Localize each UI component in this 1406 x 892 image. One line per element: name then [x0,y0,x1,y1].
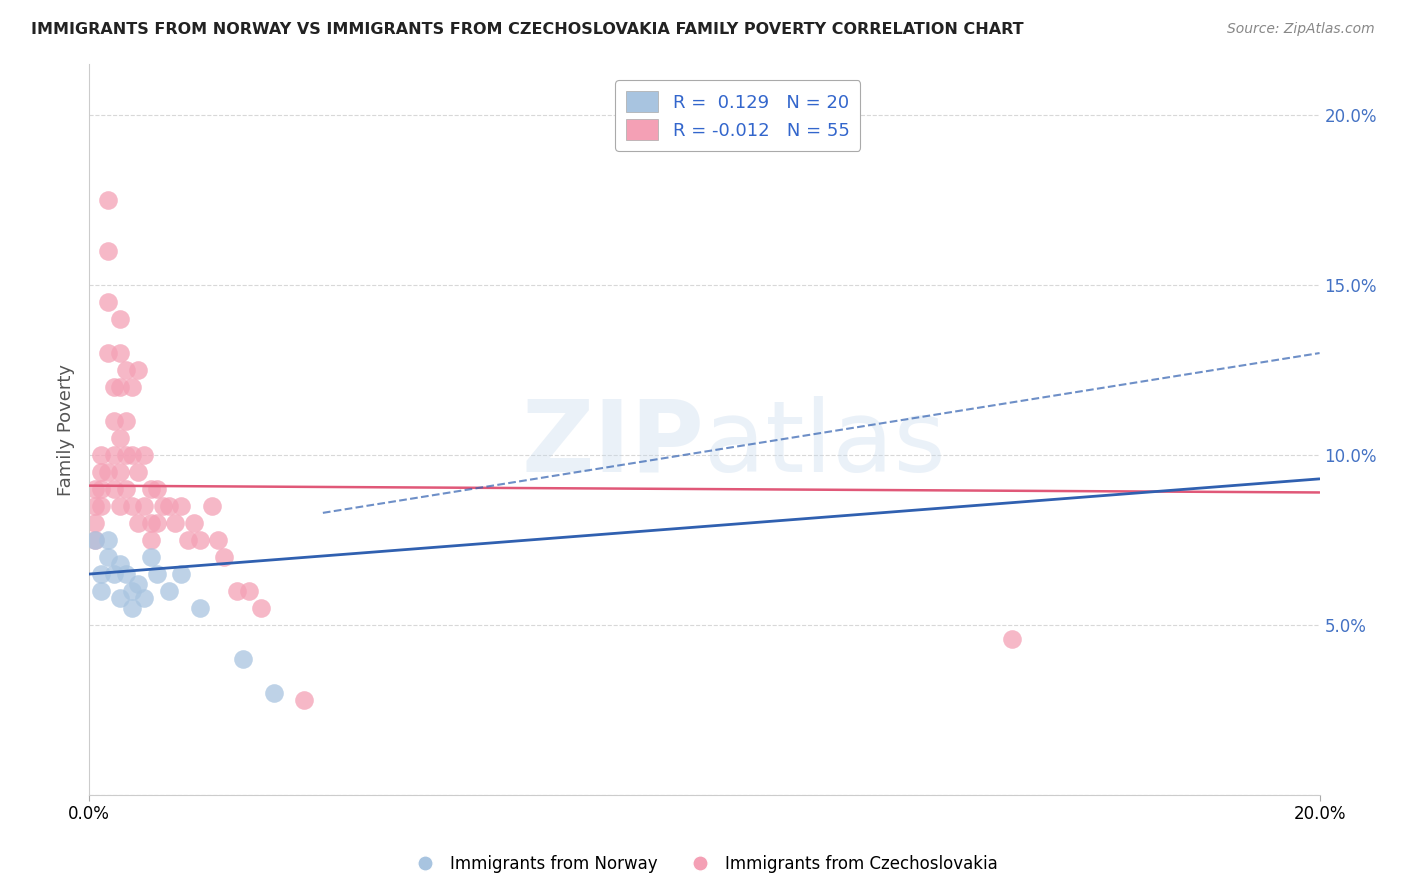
Point [90,567,112,582]
Point [170,567,193,582]
Point [103,567,125,582]
Point [96,550,118,565]
Point [108,499,131,513]
Point [108,557,131,571]
Point [115,482,138,496]
Point [115,363,138,377]
Point [201,499,224,513]
Point [103,448,125,462]
Point [188,533,211,547]
Point [84,533,107,547]
Point [96,533,118,547]
Point [145,482,167,496]
Point [90,499,112,513]
Point [84,516,107,530]
Point [157,499,180,513]
Point [103,482,125,496]
Point [96,244,118,258]
Legend: R =  0.129   N = 20, R = -0.012   N = 55: R = 0.129 N = 20, R = -0.012 N = 55 [614,80,860,151]
Point [90,584,112,599]
Point [127,516,149,530]
Point [145,567,167,582]
Legend: Immigrants from Norway, Immigrants from Czechoslovakia: Immigrants from Norway, Immigrants from … [402,848,1004,880]
Point [96,465,118,479]
Point [263,686,285,700]
Point [108,465,131,479]
Point [90,482,112,496]
Point [108,591,131,605]
Point [84,533,107,547]
Point [121,499,143,513]
Point [214,550,236,565]
Point [134,499,156,513]
Point [84,482,107,496]
Point [232,652,254,666]
Point [121,448,143,462]
Point [127,363,149,377]
Text: ZIP: ZIP [522,396,704,492]
Point [134,448,156,462]
Point [134,591,156,605]
Point [108,380,131,394]
Point [145,516,167,530]
Point [139,550,162,565]
Point [152,499,174,513]
Point [90,465,112,479]
Point [103,414,125,428]
Point [121,601,143,615]
Point [96,193,118,207]
Point [188,601,211,615]
Point [183,516,205,530]
Point [139,516,162,530]
Text: Source: ZipAtlas.com: Source: ZipAtlas.com [1227,22,1375,37]
Point [294,693,316,707]
Point [103,380,125,394]
Point [96,346,118,360]
Point [157,584,180,599]
Point [96,295,118,310]
Point [84,499,107,513]
Point [176,533,198,547]
Point [238,584,260,599]
Point [1001,632,1024,646]
Point [108,346,131,360]
Point [139,533,162,547]
Point [127,577,149,591]
Point [115,414,138,428]
Point [127,465,149,479]
Point [108,312,131,326]
Point [250,601,273,615]
Text: atlas: atlas [704,396,946,492]
Point [108,431,131,445]
Point [121,380,143,394]
Point [207,533,229,547]
Point [115,567,138,582]
Point [115,448,138,462]
Text: IMMIGRANTS FROM NORWAY VS IMMIGRANTS FROM CZECHOSLOVAKIA FAMILY POVERTY CORRELAT: IMMIGRANTS FROM NORWAY VS IMMIGRANTS FRO… [31,22,1024,37]
Point [225,584,247,599]
Point [139,482,162,496]
Point [121,584,143,599]
Point [90,448,112,462]
Y-axis label: Family Poverty: Family Poverty [58,364,75,496]
Point [165,516,187,530]
Point [170,499,193,513]
